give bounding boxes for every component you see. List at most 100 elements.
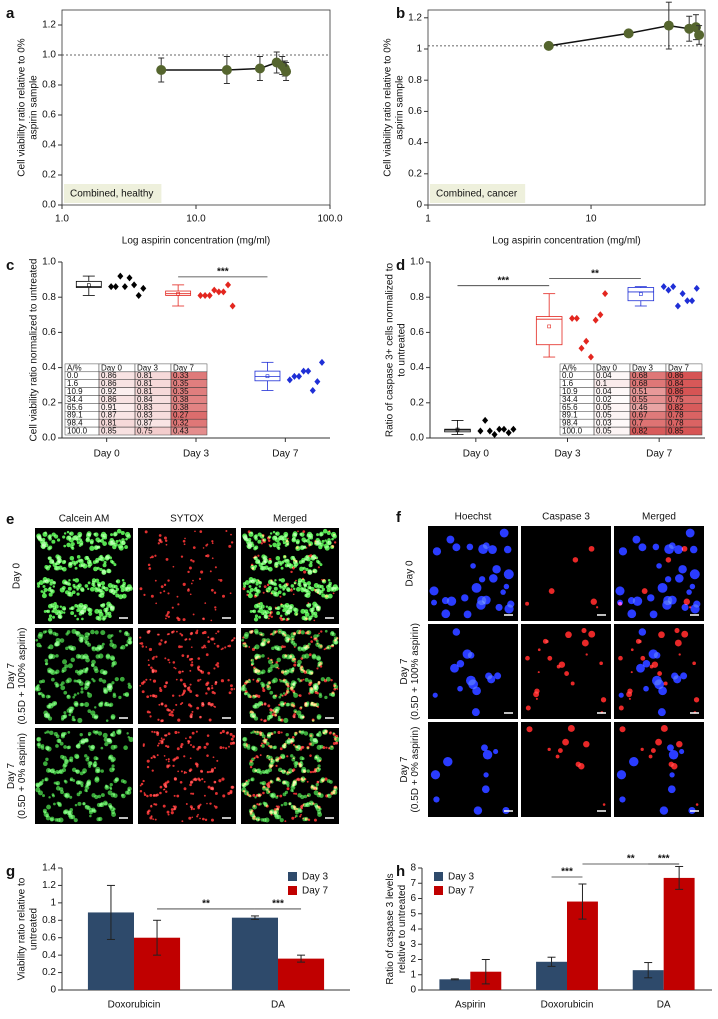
cell-dot bbox=[63, 581, 67, 584]
cell-dot bbox=[54, 604, 59, 609]
cell-dot bbox=[99, 567, 103, 572]
cell-dot bbox=[196, 706, 200, 710]
cell-dot bbox=[322, 578, 326, 582]
cell-dot bbox=[628, 697, 631, 700]
cell-dot bbox=[618, 601, 623, 606]
cell-dot bbox=[73, 693, 77, 697]
cell-dot bbox=[629, 756, 639, 767]
cell-dot bbox=[254, 716, 259, 721]
cell-dot bbox=[267, 734, 271, 737]
cell-dot bbox=[255, 679, 260, 683]
cell-dot bbox=[291, 638, 294, 641]
cell-dot bbox=[165, 543, 168, 546]
cell-dot bbox=[307, 818, 311, 822]
cell-dot bbox=[678, 653, 681, 656]
cell-dot bbox=[258, 585, 262, 588]
cell-dot bbox=[471, 582, 482, 593]
cell-dot bbox=[58, 615, 62, 619]
cell-dot bbox=[254, 668, 258, 672]
cell-dot bbox=[487, 675, 496, 684]
y-tick-label: 0.0 bbox=[410, 433, 424, 444]
cell-dot bbox=[80, 636, 84, 640]
cell-dot bbox=[321, 578, 323, 581]
cell-dot bbox=[214, 566, 217, 569]
cell-dot bbox=[149, 816, 153, 820]
cell-dot bbox=[640, 655, 646, 661]
cell-dot bbox=[313, 769, 317, 773]
cell-dot bbox=[254, 614, 259, 618]
cell-dot bbox=[198, 745, 202, 749]
cell-dot bbox=[316, 805, 319, 807]
cell-dot bbox=[277, 730, 281, 734]
cell-dot bbox=[325, 676, 331, 682]
cell-dot bbox=[80, 690, 84, 694]
cell-dot bbox=[277, 667, 280, 670]
cell-dot bbox=[112, 767, 116, 771]
cell-dot bbox=[163, 684, 167, 688]
cell-dot bbox=[294, 810, 299, 815]
cell-dot bbox=[470, 563, 476, 569]
cell-dot bbox=[84, 632, 90, 638]
y-axis-label: Ratio of caspase 3+ cells normalized to bbox=[385, 262, 396, 437]
row-label: Day 7 bbox=[399, 756, 410, 783]
cell-dot bbox=[674, 545, 683, 554]
bar bbox=[439, 979, 471, 990]
significance-label: *** bbox=[497, 275, 509, 286]
cell-dot bbox=[306, 769, 310, 773]
table-text: 0.1 bbox=[596, 379, 608, 388]
cell-dot bbox=[176, 616, 179, 620]
cell-dot bbox=[250, 778, 254, 781]
cell-dot bbox=[526, 726, 533, 733]
cell-dot bbox=[51, 793, 55, 796]
cell-dot bbox=[189, 683, 192, 686]
cell-dot bbox=[293, 587, 296, 591]
cell-dot bbox=[228, 691, 232, 695]
cell-dot bbox=[278, 756, 282, 760]
cell-dot bbox=[232, 741, 235, 744]
cell-dot bbox=[267, 704, 271, 708]
cell-dot bbox=[99, 538, 104, 543]
y-tick-label: 1.4 bbox=[42, 863, 56, 874]
cell-dot bbox=[199, 803, 202, 806]
cell-dot bbox=[286, 755, 289, 758]
cell-dot bbox=[292, 736, 295, 739]
cell-dot bbox=[692, 661, 696, 666]
cell-dot bbox=[282, 692, 286, 695]
cell-dot bbox=[281, 670, 285, 674]
cell-dot bbox=[300, 679, 303, 682]
cell-dot bbox=[51, 702, 56, 707]
cell-dot bbox=[257, 818, 260, 821]
cell-dot bbox=[295, 808, 298, 811]
cell-dot bbox=[53, 802, 56, 806]
cell-dot bbox=[261, 642, 265, 646]
cell-dot bbox=[277, 646, 283, 651]
cell-dot bbox=[286, 564, 290, 567]
cell-dot bbox=[102, 615, 107, 620]
cell-dot bbox=[216, 759, 219, 762]
cell-dot bbox=[265, 605, 269, 608]
cell-dot bbox=[214, 767, 216, 769]
cell-dot bbox=[104, 784, 108, 787]
cell-dot bbox=[179, 678, 183, 682]
cell-dot bbox=[56, 771, 60, 774]
cell-dot bbox=[242, 636, 245, 639]
cell-dot bbox=[123, 745, 128, 751]
cell-dot bbox=[151, 694, 156, 698]
cell-dot bbox=[293, 761, 299, 766]
cell-dot bbox=[500, 589, 506, 595]
cell-dot bbox=[272, 677, 278, 683]
cell-dot bbox=[262, 609, 267, 613]
table-text: 0.91 bbox=[101, 403, 117, 412]
cell-dot bbox=[96, 769, 101, 773]
cell-dot bbox=[310, 640, 314, 643]
cell-dot bbox=[295, 546, 299, 550]
cell-dot bbox=[282, 541, 286, 545]
cell-dot bbox=[268, 617, 270, 620]
cell-dot bbox=[71, 646, 77, 651]
cell-dot bbox=[572, 557, 579, 563]
cell-dot bbox=[151, 657, 155, 660]
cell-dot bbox=[94, 586, 98, 590]
cell-dot bbox=[147, 563, 151, 567]
data-point bbox=[112, 283, 119, 291]
table-text: Day 3 bbox=[137, 363, 158, 372]
